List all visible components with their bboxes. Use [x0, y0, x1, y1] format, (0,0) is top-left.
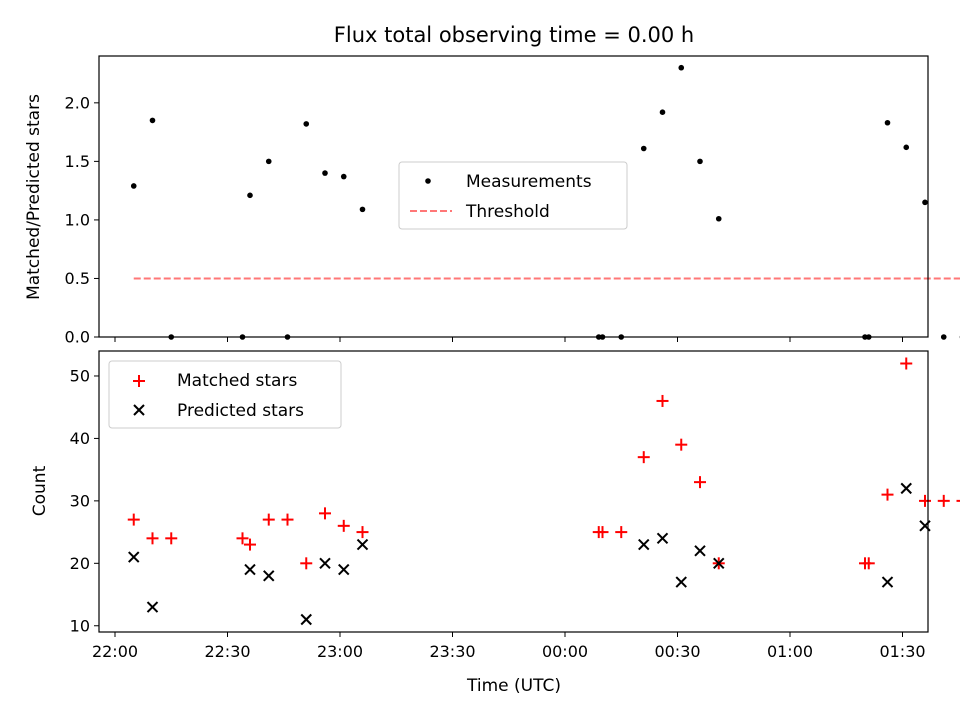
top-panel-frame — [98, 55, 929, 338]
measurement-point — [884, 119, 891, 126]
bottom-panel-frame — [98, 350, 929, 633]
predicted-point — [900, 482, 912, 495]
bottom-ytick-label: 30 — [70, 491, 90, 510]
measurement-point — [247, 192, 253, 199]
matched-point — [615, 526, 628, 539]
legend-measurements-marker — [425, 178, 431, 184]
measurement-point — [640, 145, 647, 152]
predicted-point — [713, 557, 725, 570]
top-legend: Measurements Threshold — [398, 161, 628, 230]
measurement-point — [303, 121, 310, 127]
bottom-xtick-label: 22:00 — [92, 642, 138, 661]
measurement-point — [265, 158, 272, 165]
matched-point — [937, 494, 950, 507]
measurement-point — [715, 215, 722, 222]
bottom-ytick-label: 50 — [70, 366, 90, 385]
predicted-point — [263, 570, 275, 582]
legend-matched-label: Matched stars — [177, 371, 297, 391]
bottom-ytick-label: 20 — [70, 554, 90, 573]
measurement-point — [359, 206, 366, 213]
predicted-point — [881, 576, 894, 588]
bottom-xtick-label: 23:30 — [429, 642, 475, 661]
bottom-xtick-label: 22:30 — [204, 642, 250, 661]
measurement-point — [149, 117, 156, 124]
legend-predicted-label: Predicted stars — [177, 401, 304, 421]
matched-point — [694, 476, 706, 489]
predicted-point — [319, 557, 331, 570]
bottom-ytick-label: 40 — [70, 429, 90, 448]
predicted-point — [675, 576, 687, 588]
bottom-legend: Matched stars Predicted stars — [108, 360, 342, 429]
measurement-point — [322, 170, 328, 176]
top-ytick-label: 2.0 — [65, 93, 90, 112]
measurement-point — [678, 64, 685, 71]
predicted-point — [146, 601, 159, 613]
bottom-xtick-label: 00:30 — [654, 642, 700, 661]
bottom-panel-ticks: 10 20 30 40 50 22:00 22:30 23:00 23:30 00:00 00:30… — [70, 366, 926, 661]
bottom-xtick-label: 23:00 — [317, 642, 363, 661]
measurement-point — [340, 173, 347, 180]
matched-point — [900, 357, 913, 370]
matched-point — [300, 557, 313, 570]
top-panel: Flux total observing time = 0.00 h Match… — [24, 23, 960, 347]
matched-point — [244, 538, 256, 551]
matched-point — [165, 532, 178, 545]
measurement-point — [940, 334, 947, 340]
legend-measurements-label: Measurements — [466, 172, 592, 192]
predicted-point — [694, 545, 706, 557]
matched-point — [862, 557, 875, 570]
predicted-point — [338, 563, 350, 576]
bottom-xtick-label: 01:00 — [767, 642, 813, 661]
top-panel-ylabel: Matched/Predicted stars — [24, 94, 44, 300]
measurement-point — [903, 144, 910, 151]
measurement-point — [922, 199, 928, 206]
top-legend-box — [398, 161, 628, 230]
matched-point — [596, 526, 609, 539]
predicted-point — [128, 551, 140, 563]
measurement-point — [130, 183, 137, 189]
matched-point — [127, 513, 140, 526]
top-panel-title: Flux total observing time = 0.00 h — [334, 23, 694, 47]
measurement-point — [697, 158, 703, 165]
top-ytick-label: 0.0 — [65, 328, 90, 347]
bottom-panel-marks — [127, 357, 960, 626]
bottom-legend-box — [108, 360, 342, 429]
matched-point — [319, 507, 331, 520]
bottom-panel-ylabel: Count — [30, 465, 50, 516]
top-ytick-label: 1.0 — [65, 210, 90, 229]
matched-point — [262, 513, 275, 526]
matched-point — [236, 532, 249, 545]
predicted-point — [356, 538, 369, 551]
legend-matched-marker — [133, 375, 145, 387]
predicted-point — [656, 532, 669, 545]
bottom-xtick-label: 01:30 — [879, 642, 925, 661]
top-ytick-label: 0.5 — [65, 269, 90, 288]
top-panel-ticks: 0.0 0.5 1.0 1.5 2.0 — [65, 93, 903, 347]
matched-point — [337, 519, 350, 532]
legend-threshold-label: Threshold — [465, 202, 550, 222]
matched-point — [656, 394, 669, 407]
predicted-point — [244, 563, 256, 576]
matched-point — [675, 438, 688, 451]
matched-point — [637, 451, 650, 464]
bottom-ytick-label: 10 — [70, 616, 90, 635]
bottom-panel-xlabel: Time (UTC) — [466, 676, 561, 696]
bottom-panel: Count Time (UTC) 10 20 30 40 50 22:00 22:30 23:… — [30, 350, 960, 696]
legend-predicted-marker — [133, 404, 145, 416]
matched-point — [919, 494, 931, 507]
matched-point — [281, 513, 294, 526]
predicted-point — [638, 538, 650, 551]
predicted-point — [300, 613, 312, 626]
measurement-point — [659, 109, 666, 115]
matched-point — [146, 532, 159, 545]
top-ytick-label: 1.5 — [65, 152, 90, 171]
bottom-xtick-label: 00:00 — [542, 642, 588, 661]
matched-point — [956, 499, 960, 502]
matched-point — [356, 526, 369, 539]
matched-point — [881, 488, 894, 501]
